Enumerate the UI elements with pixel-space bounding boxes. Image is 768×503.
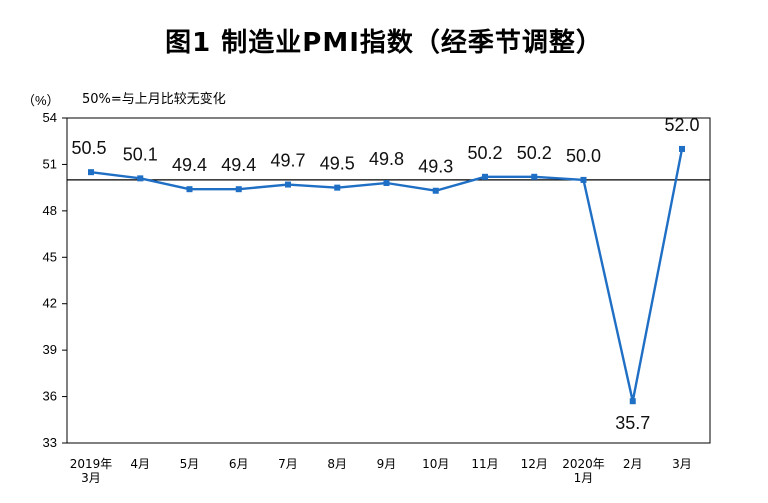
reference-note: 50%=与上月比较无变化 bbox=[82, 92, 226, 107]
data-label: 50.2 bbox=[517, 143, 552, 163]
chart-title: 图1 制造业PMI指数（经季节调整） bbox=[165, 28, 603, 58]
data-point bbox=[432, 187, 439, 194]
x-tick-label: 5月 bbox=[180, 457, 200, 471]
data-point bbox=[334, 184, 341, 191]
y-tick-label: 45 bbox=[43, 249, 57, 264]
y-tick-label: 48 bbox=[43, 203, 57, 218]
x-tick-label: 1月 bbox=[574, 471, 594, 485]
data-point bbox=[137, 175, 144, 182]
x-tick-label: 11月 bbox=[471, 457, 498, 471]
data-point bbox=[285, 181, 291, 188]
data-label: 50.1 bbox=[123, 144, 158, 164]
data-label: 49.8 bbox=[369, 149, 404, 169]
data-label: 35.7 bbox=[615, 413, 650, 433]
y-tick-label: 51 bbox=[43, 156, 57, 171]
x-tick-label: 2月 bbox=[623, 457, 643, 471]
data-point bbox=[531, 173, 538, 180]
data-label: 50.5 bbox=[71, 138, 106, 158]
y-tick-label: 39 bbox=[43, 342, 57, 357]
data-point bbox=[580, 176, 587, 183]
x-tick-label: 2019年 bbox=[70, 457, 113, 471]
data-point bbox=[383, 180, 390, 186]
x-tick-label: 9月 bbox=[377, 457, 397, 471]
x-tick-label: 10月 bbox=[422, 457, 449, 471]
y-tick-label: 36 bbox=[43, 389, 57, 404]
data-point bbox=[679, 145, 685, 152]
data-point bbox=[235, 186, 242, 193]
data-label: 49.4 bbox=[221, 155, 256, 175]
x-tick-label: 8月 bbox=[327, 457, 347, 471]
y-tick-label: 33 bbox=[43, 435, 57, 450]
data-label: 49.3 bbox=[418, 157, 453, 177]
data-point bbox=[186, 186, 193, 193]
data-label: 50.0 bbox=[566, 146, 601, 166]
x-tick-label: 2020年 bbox=[562, 457, 605, 471]
x-tick-label: 12月 bbox=[521, 457, 548, 471]
data-label: 50.2 bbox=[467, 143, 502, 163]
data-point bbox=[629, 398, 636, 405]
data-label: 49.7 bbox=[270, 151, 305, 171]
x-tick-label: 7月 bbox=[278, 457, 298, 471]
x-tick-label: 4月 bbox=[130, 457, 150, 471]
x-tick-label: 3月 bbox=[672, 457, 692, 471]
y-tick-label: 42 bbox=[43, 296, 57, 311]
data-label: 49.4 bbox=[172, 155, 207, 175]
data-label: 49.5 bbox=[320, 154, 355, 174]
data-point bbox=[88, 169, 94, 176]
data-point bbox=[482, 173, 488, 180]
plot-frame bbox=[66, 117, 711, 444]
x-tick-label: 6月 bbox=[229, 457, 249, 471]
data-label: 52.0 bbox=[664, 115, 699, 135]
y-tick-label: 54 bbox=[43, 110, 57, 125]
series-line bbox=[90, 148, 684, 403]
x-tick-label: 3月 bbox=[81, 471, 101, 485]
y-axis-unit-label: （%） bbox=[22, 93, 60, 108]
